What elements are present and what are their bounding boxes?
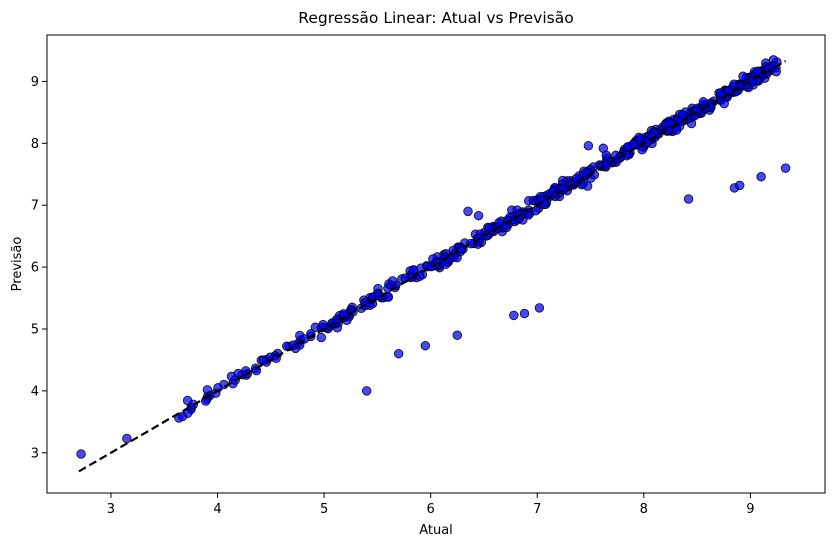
- data-point: [318, 319, 328, 330]
- y-tick-label: 9: [31, 75, 39, 90]
- data-point: [393, 348, 404, 359]
- x-tick-label: 7: [533, 502, 541, 517]
- data-point: [598, 143, 609, 154]
- y-axis-label: Previsão: [10, 237, 25, 292]
- data-point: [752, 66, 763, 76]
- data-point: [583, 141, 594, 151]
- y-tick-label: 8: [31, 137, 39, 152]
- data-points: [76, 55, 791, 459]
- data-point: [738, 71, 748, 82]
- reference-line-group: [78, 60, 787, 473]
- data-point: [734, 180, 745, 191]
- x-tick-label: 9: [746, 502, 754, 517]
- chart-title: Regressão Linear: Atual vs Previsão: [298, 9, 573, 27]
- data-point: [473, 210, 484, 221]
- x-tick-label: 8: [640, 502, 648, 517]
- data-point: [494, 217, 504, 228]
- data-point: [408, 265, 419, 275]
- y-tick-label: 4: [31, 384, 39, 399]
- data-point: [519, 308, 530, 319]
- data-point: [387, 276, 398, 286]
- x-tick-label: 5: [320, 502, 328, 517]
- data-point: [420, 340, 431, 351]
- data-point: [251, 365, 262, 376]
- y-tick-label: 6: [31, 261, 39, 276]
- x-tick-label: 6: [427, 502, 435, 517]
- reference-line: [78, 60, 787, 473]
- data-point: [122, 433, 132, 444]
- data-point: [452, 330, 463, 340]
- data-point: [76, 449, 86, 459]
- y-tick-label: 3: [31, 446, 39, 461]
- y-tick-label: 5: [31, 322, 39, 337]
- plot-frame: [46, 34, 826, 494]
- plot-axes: 3 4 5 6 7 8 9 3 4 5 6 7 8 9: [31, 75, 755, 517]
- data-point: [463, 206, 473, 217]
- data-point: [719, 98, 729, 109]
- data-point: [361, 386, 372, 396]
- data-point: [509, 310, 519, 321]
- x-tick-label: 4: [213, 502, 221, 517]
- data-point: [756, 171, 766, 182]
- y-tick-label: 7: [31, 199, 39, 214]
- data-point: [534, 303, 545, 313]
- data-point: [316, 332, 327, 343]
- data-point: [440, 259, 451, 270]
- x-tick-label: 3: [107, 502, 115, 517]
- data-point: [539, 199, 550, 210]
- data-point: [780, 163, 791, 173]
- data-point: [683, 194, 694, 204]
- x-axis-label: Atual: [419, 523, 453, 538]
- data-point: [677, 109, 688, 120]
